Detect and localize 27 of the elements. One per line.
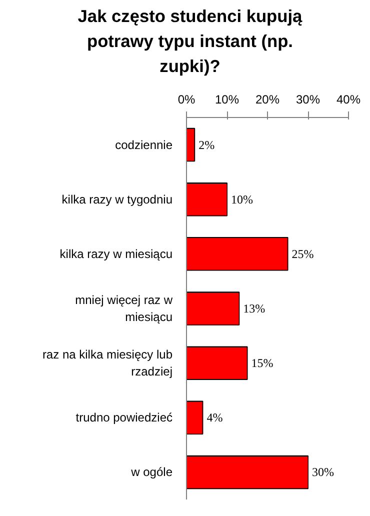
bar — [186, 182, 228, 216]
y-tick-label: w ogóle — [130, 465, 173, 480]
x-tick-label: 40% — [336, 92, 361, 106]
x-tick-label: 10% — [214, 92, 240, 106]
data-label: 10% — [231, 192, 253, 206]
x-tick-label: 30% — [296, 92, 320, 106]
chart-title: Jak często studenci kupują potrawy typu instant (np. zupki)? — [78, 5, 302, 78]
bar — [186, 128, 196, 162]
bar — [186, 292, 240, 326]
bar — [186, 400, 204, 435]
data-label: 2% — [198, 138, 215, 152]
data-label: 25% — [292, 246, 314, 261]
y-tick-label: trudno powiedzieć — [76, 410, 173, 425]
x-tick-label: 0% — [178, 92, 196, 106]
bar — [186, 237, 288, 271]
y-tick-label: mniej więcej raz w miesiącu — [75, 293, 173, 324]
y-tick-label: codziennie — [115, 138, 173, 152]
data-label: 4% — [206, 410, 223, 425]
y-tick-label: kilka razy w tygodniu — [62, 192, 173, 206]
y-tick-label: raz na kilka miesięcy lub rzadziej — [42, 348, 173, 378]
y-tick-label: kilka razy w miesiącu — [60, 246, 173, 261]
x-tick-label: 20% — [255, 92, 280, 106]
data-label: 15% — [251, 356, 274, 370]
bar — [186, 455, 308, 490]
bar — [186, 346, 248, 380]
data-label: 30% — [312, 465, 334, 480]
data-label: 13% — [243, 302, 266, 316]
